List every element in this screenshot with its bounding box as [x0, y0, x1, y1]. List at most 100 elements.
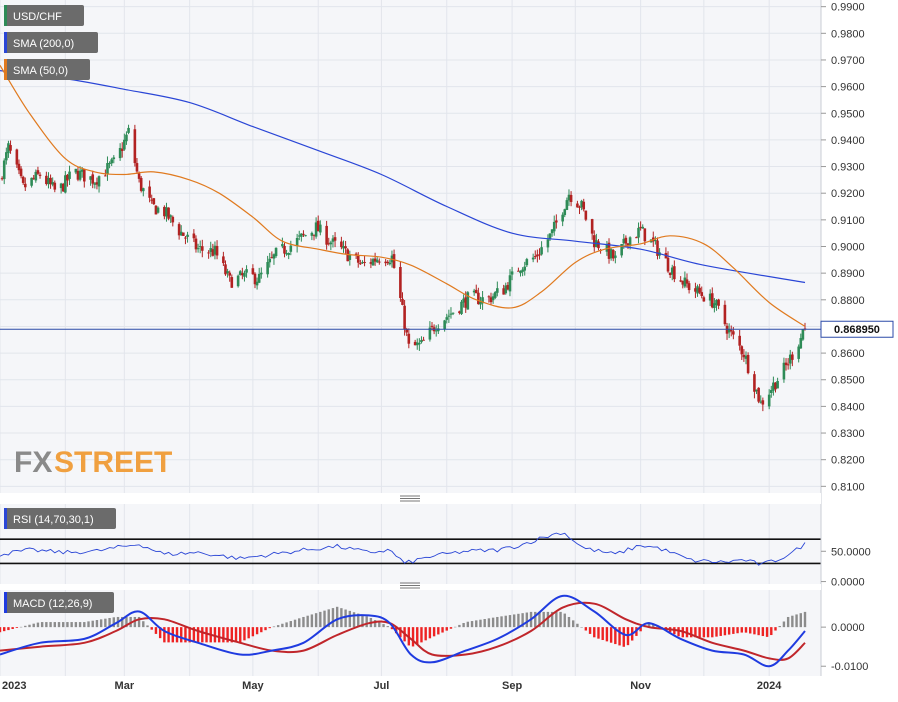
candle-body [767, 394, 771, 407]
candle-body [626, 243, 630, 246]
legend-usdchf[interactable]: USD/CHF [4, 5, 84, 26]
macd-histogram-bar [593, 627, 596, 638]
candle-body [342, 246, 345, 249]
candle-body [76, 170, 80, 180]
candle-body [639, 226, 642, 229]
candle-body [668, 272, 672, 276]
macd-histogram-bar [652, 624, 655, 628]
legend-macd[interactable]: MACD (12,26,9) [4, 592, 114, 613]
candle-body [19, 168, 23, 177]
macd-histogram-bar [95, 620, 99, 628]
macd-histogram-bar [196, 627, 200, 643]
macd-histogram-bar [449, 627, 453, 629]
macd-histogram-bar [331, 608, 335, 628]
candle-body [496, 288, 499, 293]
macd-histogram-bar [601, 627, 604, 641]
candle-body [133, 129, 137, 164]
candle-body [325, 225, 328, 245]
candle-body [717, 299, 720, 306]
macd-histogram-bar [217, 627, 221, 643]
macd-histogram-bar [453, 626, 457, 628]
candle-body [508, 275, 512, 292]
candle-body [268, 258, 272, 263]
candle-body [156, 207, 160, 213]
candle-body [211, 249, 215, 256]
candle-body [93, 183, 97, 185]
rsi-panel[interactable] [0, 504, 821, 584]
candle-body [797, 346, 800, 359]
macd-histogram-bar [272, 626, 276, 628]
rsi-resize-handle[interactable] [0, 493, 821, 504]
candle-body [2, 160, 6, 180]
candle-body [371, 259, 375, 266]
candle-body [316, 220, 320, 232]
candle-body [727, 329, 731, 333]
macd-histogram-bar [175, 627, 179, 643]
macd-histogram-bar [715, 627, 718, 637]
candle-body [359, 263, 362, 265]
candle-body [578, 206, 581, 208]
candle-body [472, 290, 476, 293]
candle-body [363, 261, 366, 263]
legend-sma200[interactable]: SMA (200,0) [4, 32, 98, 53]
candle-body [123, 139, 126, 150]
candle-body [451, 312, 455, 314]
macd-histogram-bar [184, 627, 187, 643]
candle-body [521, 269, 524, 272]
candle-body [34, 171, 38, 181]
legend-sma50[interactable]: SMA (50,0) [4, 59, 90, 80]
candle-body [80, 169, 84, 172]
candle-body [0, 178, 4, 180]
candle-body [759, 401, 763, 403]
macd-resize-handle[interactable] [0, 582, 821, 590]
macd-histogram-bar [458, 624, 461, 628]
macd-histogram-bar [698, 627, 701, 638]
candle-body [679, 280, 682, 282]
candle-body [32, 177, 36, 179]
macd-histogram-bar [306, 615, 309, 628]
legend-rsi-label: RSI (14,70,30,1) [13, 514, 94, 526]
rsi-line [0, 532, 806, 566]
x-tick-label: 2023 [2, 680, 26, 692]
macd-histogram-bar [78, 622, 82, 628]
candle-body [5, 152, 8, 161]
candle-body [177, 224, 181, 236]
legend-rsi[interactable]: RSI (14,70,30,1) [4, 508, 116, 529]
macd-histogram-bar [740, 627, 743, 633]
macd-histogram-bar [500, 616, 503, 628]
macd-histogram-bar [230, 627, 234, 643]
candle-body [447, 315, 451, 317]
macd-histogram-bar [298, 618, 301, 628]
candle-body [466, 292, 470, 310]
macd-histogram-bar [49, 622, 52, 628]
macd-panel[interactable] [0, 590, 821, 676]
candle-body [228, 272, 231, 276]
macd-histogram-bar [512, 614, 516, 628]
macd-histogram-bar [201, 627, 204, 643]
candle-body [407, 333, 411, 344]
macd-histogram-bar [424, 627, 427, 641]
candle-body [576, 203, 579, 208]
candle-body [713, 303, 716, 308]
macd-histogram-bar [732, 627, 735, 634]
candle-body [460, 301, 463, 315]
macd-line [0, 594, 806, 668]
candle-body [257, 273, 261, 283]
candle-body [241, 273, 244, 276]
macd-histogram-bar [736, 627, 739, 634]
legend-sma50-label: SMA (50,0) [13, 65, 68, 77]
macd-histogram-bar [0, 627, 2, 633]
candle-body [89, 176, 92, 180]
candle-body [791, 354, 794, 360]
candle-body [23, 183, 27, 188]
macd-histogram-bar [327, 609, 330, 628]
macd-histogram-bar [504, 615, 507, 628]
macd-histogram-bar [382, 624, 385, 628]
candle-body [607, 242, 611, 259]
candle-body [683, 277, 687, 287]
candle-body [281, 244, 284, 247]
candle-body [120, 148, 124, 151]
candle-body [698, 287, 701, 293]
candle-body [565, 200, 569, 210]
macd-histogram-bar [390, 627, 394, 630]
